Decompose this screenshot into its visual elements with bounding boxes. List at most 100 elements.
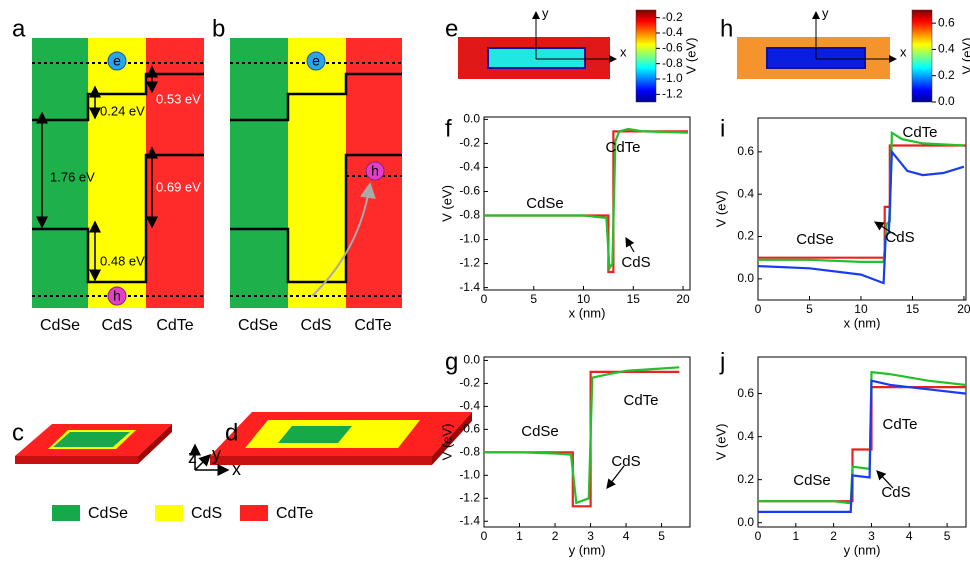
x-tick-label: 20	[957, 302, 970, 316]
data-line	[484, 366, 680, 505]
colorbar-tick-label: 0.6	[938, 15, 955, 29]
electron: e	[113, 53, 121, 69]
axes-3d: z y x	[188, 443, 241, 479]
panel-label: a	[12, 15, 26, 42]
colorbar-tick-label: -0.4	[662, 25, 683, 39]
x-tick-label: 10	[854, 302, 868, 316]
x-axis-label: x (nm)	[844, 315, 881, 330]
y-axis-label: V (eV)	[439, 185, 454, 222]
map-axis-label: y	[542, 5, 549, 20]
x-tick-label: 0	[481, 292, 488, 306]
map-axis-label: y	[822, 5, 829, 20]
colorbar-tick-label: -0.6	[662, 41, 683, 55]
y-tick-label: 0.4	[737, 429, 754, 443]
legend-swatch	[52, 505, 80, 521]
annotation: CdSe	[521, 423, 559, 440]
x-tick-label: 5	[658, 529, 665, 543]
colorbar	[911, 9, 933, 103]
annotation: CdTe	[902, 124, 937, 141]
slab-c	[15, 424, 172, 464]
material-label: CdTe	[354, 317, 391, 334]
y-tick-label: -0.4	[459, 399, 480, 413]
material-label: CdSe	[40, 317, 80, 334]
x-tick-label: 2	[830, 529, 837, 543]
data-line	[484, 127, 689, 272]
colorbar-tick-label: 0.2	[938, 68, 955, 82]
y-axis-label: V (eV)	[713, 191, 728, 228]
y-tick-label: 0.0	[463, 112, 480, 126]
x-tick-label: 5	[806, 302, 813, 316]
x-tick-label: 1	[792, 529, 799, 543]
annotation: CdTe	[623, 392, 658, 409]
annotation: CdS	[621, 254, 650, 271]
annotation: CdTe	[605, 139, 640, 156]
legend-swatch	[240, 505, 268, 521]
annotation-arrow	[606, 465, 625, 489]
y-tick-label: -0.2	[459, 136, 480, 150]
material-label: CdSe	[238, 317, 278, 334]
x-axis-label: x (nm)	[569, 305, 606, 320]
colorbar-tick-label: -1.0	[662, 71, 683, 85]
y-tick-label: 0.0	[463, 353, 480, 367]
colorbar	[635, 9, 657, 103]
annotation: CdSe	[793, 472, 831, 489]
data-line	[758, 130, 964, 263]
y-tick-label: -1.0	[459, 467, 480, 481]
colorbar-tick-label: 0.4	[938, 42, 955, 56]
plot-frame	[757, 356, 967, 528]
map-axis-label: x	[620, 44, 627, 59]
y-tick-label: -1.4	[459, 280, 480, 294]
y-axis-label: V (eV)	[439, 424, 454, 461]
colorbar-tick-label: -0.8	[662, 56, 683, 70]
y-tick-label: 0.2	[737, 472, 754, 486]
annotation: CdS	[881, 484, 910, 501]
annotation-arrow	[873, 221, 898, 237]
y-tick-label: 0.6	[737, 144, 754, 158]
map-axis-label: x	[900, 44, 907, 59]
y-tick-label: -1.4	[459, 513, 480, 527]
data-line	[758, 386, 966, 503]
x-tick-label: 15	[906, 302, 920, 316]
panel-label: h	[720, 15, 733, 42]
x-tick-label: 15	[627, 292, 641, 306]
y-tick-label: -1.0	[459, 232, 480, 246]
y-tick-label: -1.2	[459, 490, 480, 504]
axis-label: y	[212, 444, 221, 464]
x-tick-label: 5	[530, 292, 537, 306]
material-label: CdS	[300, 317, 331, 334]
data-line	[757, 148, 965, 285]
axis-label: x	[232, 459, 241, 479]
y-tick-label: -0.6	[459, 184, 480, 198]
y-tick-label: -0.8	[459, 445, 480, 459]
panel-label: f	[445, 115, 452, 142]
data-line	[484, 370, 680, 508]
x-axis-label: y (nm)	[569, 542, 606, 557]
energy-label: 0.69 eV	[156, 179, 201, 194]
x-tick-label: 20	[676, 292, 690, 306]
panel-label: b	[212, 15, 225, 42]
x-tick-label: 3	[868, 529, 875, 543]
axis-label: z	[188, 447, 197, 467]
data-line	[758, 144, 966, 259]
plot-frame	[483, 116, 691, 291]
x-tick-label: 4	[623, 529, 630, 543]
colorbar-label: V (eV)	[683, 38, 698, 75]
y-tick-label: -0.6	[459, 422, 480, 436]
legend-label: CdS	[191, 505, 222, 522]
y-tick-label: 0.0	[737, 515, 754, 529]
x-tick-label: 10	[577, 292, 591, 306]
panel-label: c	[12, 419, 24, 446]
y-tick-label: 0.4	[737, 186, 754, 200]
data-line	[484, 130, 688, 274]
plot-frame	[483, 356, 691, 528]
x-tick-label: 5	[944, 529, 951, 543]
annotation: CdTe	[882, 416, 917, 433]
energy-label: 0.48 eV	[100, 253, 145, 268]
panel-label: i	[720, 115, 725, 142]
y-tick-label: 0.0	[737, 271, 754, 285]
colorbar-tick-label: 0.0	[938, 94, 955, 108]
panel-label: e	[445, 15, 458, 42]
legend-label: CdTe	[276, 505, 313, 522]
hole: h	[371, 163, 379, 179]
